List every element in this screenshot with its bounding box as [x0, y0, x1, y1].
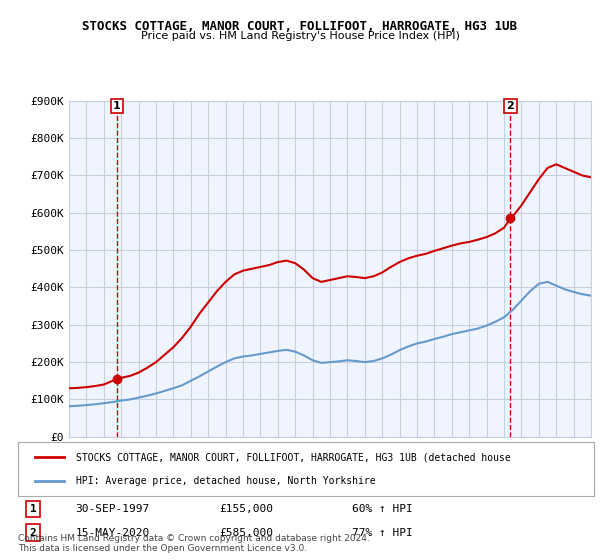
- Text: 2: 2: [506, 101, 514, 111]
- Text: Contains HM Land Registry data © Crown copyright and database right 2024.
This d: Contains HM Land Registry data © Crown c…: [18, 534, 370, 553]
- Text: STOCKS COTTAGE, MANOR COURT, FOLLIFOOT, HARROGATE, HG3 1UB (detached house: STOCKS COTTAGE, MANOR COURT, FOLLIFOOT, …: [76, 452, 511, 463]
- Text: 1: 1: [29, 504, 36, 514]
- Text: 15-MAY-2020: 15-MAY-2020: [76, 528, 150, 538]
- Text: 2: 2: [29, 528, 36, 538]
- Text: 77% ↑ HPI: 77% ↑ HPI: [352, 528, 413, 538]
- Text: STOCKS COTTAGE, MANOR COURT, FOLLIFOOT, HARROGATE, HG3 1UB: STOCKS COTTAGE, MANOR COURT, FOLLIFOOT, …: [83, 20, 517, 32]
- Text: 60% ↑ HPI: 60% ↑ HPI: [352, 504, 413, 514]
- Text: Price paid vs. HM Land Registry's House Price Index (HPI): Price paid vs. HM Land Registry's House …: [140, 31, 460, 41]
- Text: £585,000: £585,000: [220, 528, 274, 538]
- Text: 30-SEP-1997: 30-SEP-1997: [76, 504, 150, 514]
- Text: £155,000: £155,000: [220, 504, 274, 514]
- Text: 1: 1: [113, 101, 121, 111]
- Text: HPI: Average price, detached house, North Yorkshire: HPI: Average price, detached house, Nort…: [76, 475, 375, 486]
